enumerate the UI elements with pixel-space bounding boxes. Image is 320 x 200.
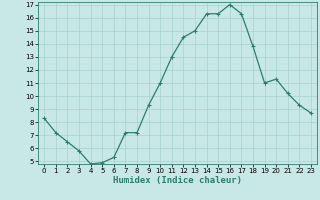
X-axis label: Humidex (Indice chaleur): Humidex (Indice chaleur)	[113, 176, 242, 185]
